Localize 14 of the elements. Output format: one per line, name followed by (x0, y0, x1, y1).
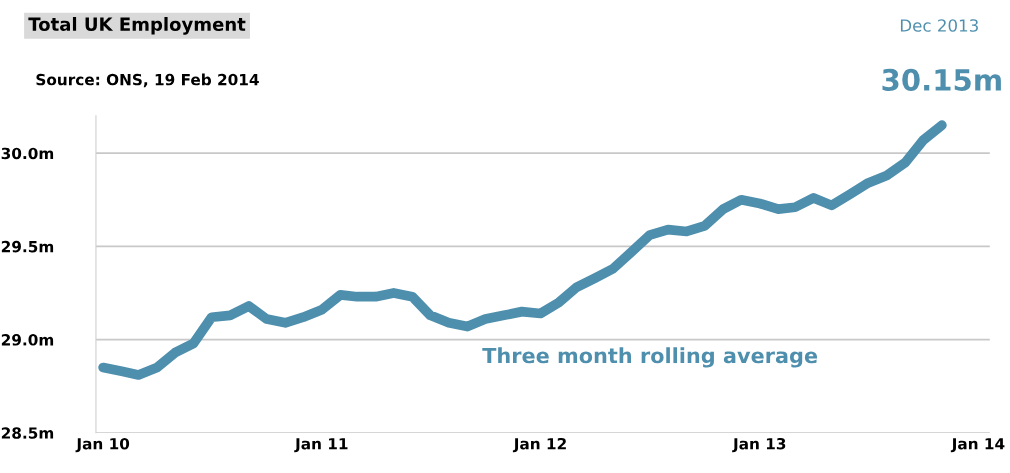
x-tick-label: Jan 12 (512, 437, 566, 453)
series-label: Three month rolling average (482, 347, 818, 368)
y-tick-label: 29.0m (1, 334, 54, 346)
chart-title: Total UK Employment (28, 17, 246, 35)
text: Dec 2013 (900, 19, 978, 32)
x-tick-label: Jan 10 (75, 437, 130, 453)
y-tick-label: 29.5m (1, 240, 54, 253)
x-tick-label: Jan 13 (732, 437, 786, 453)
y-tick-label: 28.5m (1, 427, 54, 439)
annotation: 30.15m (882, 68, 1001, 91)
y-tick-label: 30.0m (1, 147, 54, 160)
x-tick-label: Jan 14 (950, 438, 1005, 453)
x-tick-label: Jan 11 (294, 438, 348, 453)
source-note: Source: ONS, 19 Feb 2014 (36, 73, 259, 88)
